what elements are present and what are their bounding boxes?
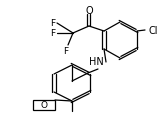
Text: F: F: [50, 19, 56, 28]
Text: HN: HN: [89, 57, 103, 66]
FancyBboxPatch shape: [33, 100, 55, 110]
Text: O: O: [85, 6, 93, 16]
Text: F: F: [64, 46, 69, 55]
Text: Cl: Cl: [149, 26, 158, 36]
Text: O: O: [40, 101, 47, 110]
Text: F: F: [50, 29, 56, 38]
